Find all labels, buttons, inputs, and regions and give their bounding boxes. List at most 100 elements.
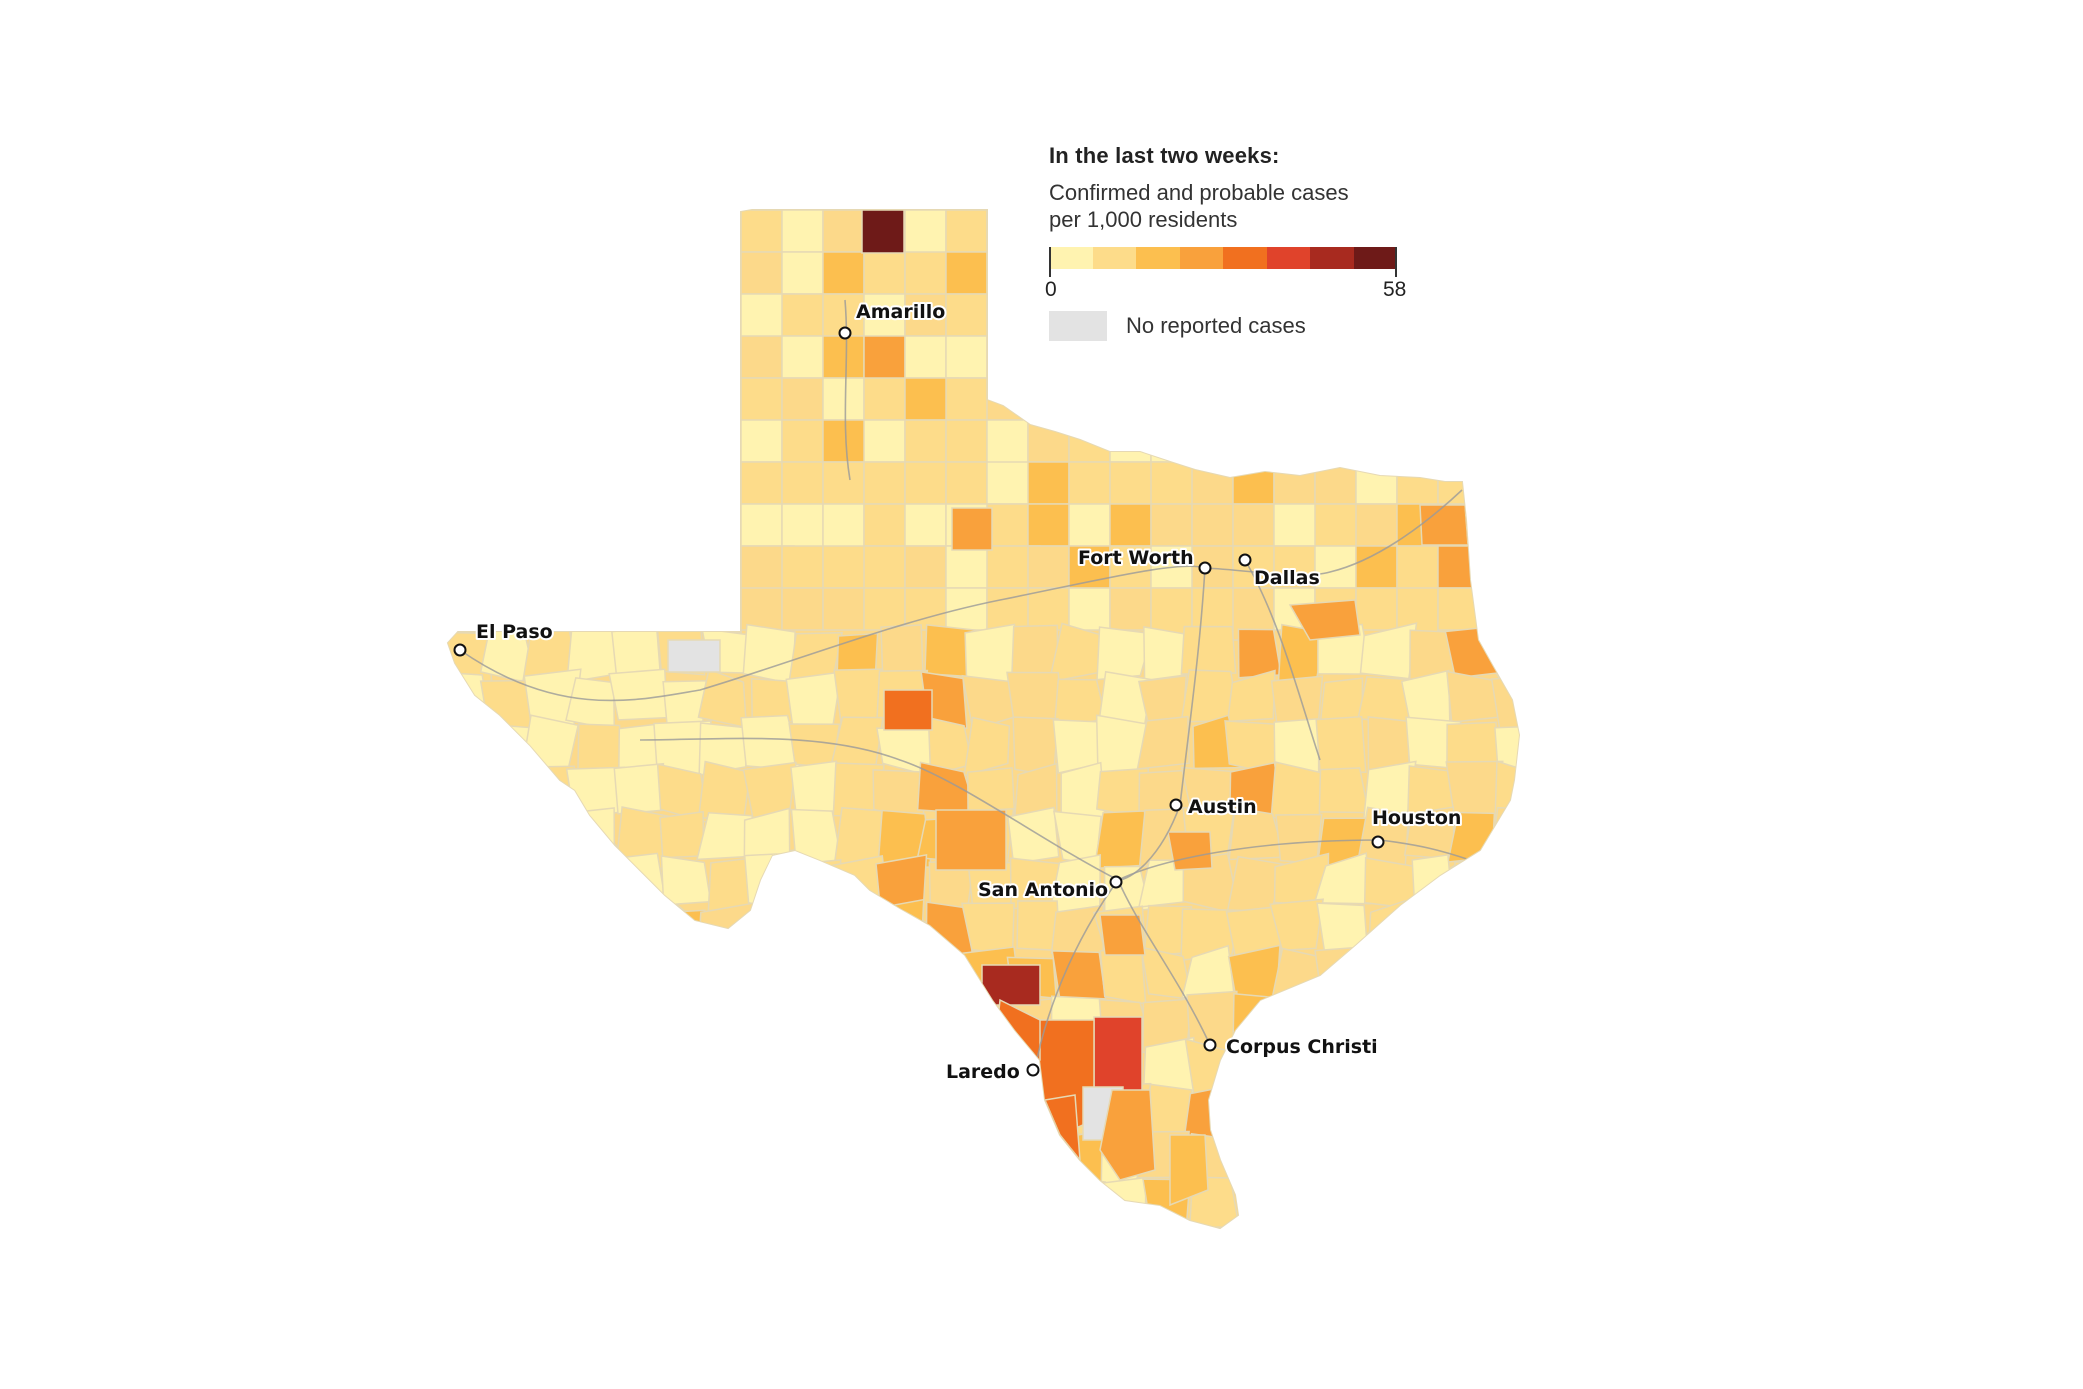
county: [657, 955, 705, 1007]
county: [479, 1093, 534, 1144]
county: [904, 335, 947, 379]
county: [522, 944, 572, 1003]
county: [520, 1040, 577, 1097]
county: [1400, 1128, 1456, 1191]
county: [523, 1133, 580, 1189]
county: [1269, 898, 1324, 952]
county: [568, 1131, 625, 1186]
county: [1181, 1226, 1239, 1228]
county: [1400, 1038, 1457, 1100]
county-highlight: [1043, 1094, 1081, 1163]
county: [879, 953, 933, 1003]
city-marker-corpus-christi: Corpus Christi: [1203, 1034, 1380, 1060]
county: [1478, 251, 1519, 295]
county: [1010, 1129, 1061, 1190]
highway: [1117, 567, 1206, 881]
city-dot: [1109, 875, 1123, 889]
county: [742, 623, 796, 685]
county: [662, 680, 708, 727]
county: [697, 1174, 757, 1228]
county: [448, 761, 488, 814]
county: [1052, 1174, 1107, 1228]
county: [781, 377, 824, 421]
county: [878, 993, 934, 1046]
county: [986, 293, 1029, 347]
county: [1437, 335, 1492, 379]
county: [1136, 715, 1190, 770]
county: [448, 812, 490, 869]
county: [904, 461, 947, 505]
county: [945, 419, 988, 463]
county: [822, 335, 865, 379]
county: [1317, 1221, 1370, 1228]
county: [917, 1221, 971, 1228]
county: [904, 251, 947, 295]
city-layer: Amarillo El Paso Fort Worth Dallas Austin Hou…: [453, 299, 1463, 1085]
county: [964, 1221, 1009, 1228]
county: [1396, 377, 1439, 421]
county: [746, 1129, 793, 1185]
county: [781, 293, 824, 337]
county: [781, 210, 824, 253]
county-highlight: [951, 507, 993, 551]
highway-layer: [459, 299, 1471, 1071]
county: [1109, 503, 1152, 547]
county-highlight: [1419, 504, 1469, 546]
county: [1355, 335, 1398, 379]
county: [1489, 806, 1519, 867]
county: [567, 1001, 623, 1049]
county: [1313, 1083, 1366, 1146]
county: [1232, 419, 1275, 463]
county: [822, 461, 865, 505]
county: [570, 1176, 626, 1228]
county: [1274, 1085, 1328, 1139]
county: [945, 461, 988, 505]
county: [577, 723, 621, 772]
county: [1191, 377, 1234, 421]
county: [1273, 335, 1316, 379]
county: [527, 900, 580, 959]
city-label: Austin: [1188, 796, 1257, 818]
county: [1453, 1225, 1501, 1228]
county: [616, 994, 669, 1045]
county: [828, 1182, 885, 1228]
county: [481, 1040, 526, 1099]
county: [781, 419, 824, 463]
county: [520, 1001, 575, 1048]
highway: [1117, 879, 1211, 1046]
county: [1068, 335, 1111, 379]
city-marker-fort-worth: Fort Worth: [1076, 545, 1212, 575]
county: [448, 946, 494, 1003]
county: [743, 1220, 796, 1228]
county: [1013, 762, 1058, 818]
county: [1226, 669, 1276, 723]
county: [740, 503, 783, 547]
city-dot: [453, 643, 467, 657]
county: [1027, 461, 1070, 505]
city-label: Fort Worth: [1078, 547, 1194, 569]
county-highlight: [1099, 914, 1146, 956]
county: [565, 854, 618, 903]
county: [448, 1178, 482, 1228]
county: [1437, 419, 1480, 473]
county: [1437, 545, 1480, 589]
county: [448, 1093, 493, 1143]
county: [1493, 898, 1519, 955]
county: [1437, 377, 1480, 421]
county-layer: [448, 210, 1544, 1280]
county: [1494, 1229, 1544, 1280]
city-marker-el-paso: El Paso: [453, 619, 555, 657]
county: [448, 856, 494, 908]
county: [986, 210, 1029, 253]
county: [784, 1130, 843, 1188]
county: [963, 716, 1011, 777]
county: [655, 1233, 711, 1276]
county: [1496, 854, 1519, 909]
county: [1109, 419, 1152, 463]
county: [781, 545, 824, 589]
county: [1314, 377, 1357, 421]
county: [740, 335, 783, 379]
county: [831, 1084, 887, 1144]
county: [665, 1133, 702, 1191]
